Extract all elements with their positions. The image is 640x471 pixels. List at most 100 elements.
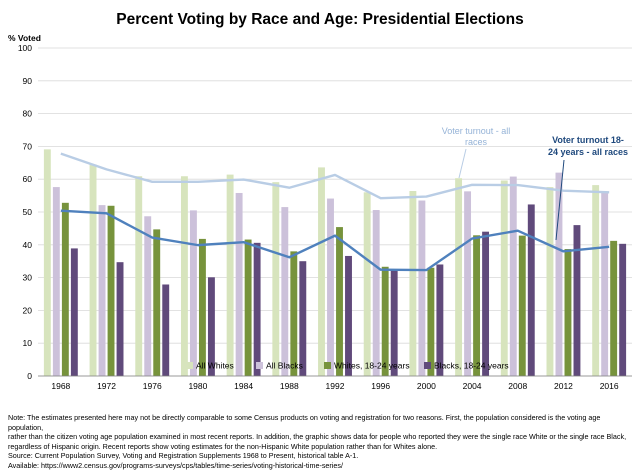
footnote-line-1: Note: The estimates presented here may n… — [8, 413, 601, 432]
x-tick-label: 1976 — [143, 381, 162, 391]
y-tick-label: 40 — [23, 240, 33, 250]
y-tick-label: 90 — [23, 76, 33, 86]
annotation-young-line-1: Voter turnout 18- — [552, 135, 624, 145]
x-tick-label: 2008 — [508, 381, 527, 391]
bar — [162, 284, 170, 376]
trend-line — [60, 209, 610, 272]
bar — [135, 176, 143, 376]
x-tick-label: 1980 — [188, 381, 207, 391]
trend-lines — [60, 152, 610, 272]
footnote-line-2: rather than the citizen voting age popul… — [8, 432, 627, 442]
bar — [464, 191, 472, 376]
y-tick-label: 80 — [23, 109, 33, 119]
bar — [518, 235, 526, 376]
bar — [189, 210, 197, 376]
bar — [482, 231, 490, 376]
y-tick-label: 30 — [23, 273, 33, 283]
x-tick-label: 1988 — [280, 381, 299, 391]
y-tick-label: 50 — [23, 207, 33, 217]
bar — [363, 192, 371, 376]
bar — [573, 225, 581, 376]
bar — [427, 267, 435, 376]
bar — [226, 174, 234, 376]
bar — [52, 187, 60, 376]
footnote-line-4: Source: Current Population Survey, Votin… — [8, 451, 359, 461]
bar — [601, 192, 609, 376]
bar — [272, 182, 280, 376]
bar — [153, 229, 161, 376]
bar — [527, 204, 535, 376]
annotation-all-races-line-2: races — [465, 137, 488, 147]
bar — [610, 240, 618, 376]
bar — [336, 227, 343, 376]
y-tick-label: 70 — [23, 141, 33, 151]
legend-swatch — [256, 362, 263, 369]
bar — [70, 248, 78, 376]
bar — [290, 251, 298, 376]
bars — [43, 149, 627, 376]
annotation-young-line-2: 24 years - all races — [548, 147, 628, 157]
bar — [281, 207, 289, 376]
legend: All Whites All Blacks Whites, 18-24 years B… — [186, 361, 509, 371]
y-tick-label: 60 — [23, 174, 33, 184]
bar — [89, 164, 97, 376]
legend-swatch — [324, 362, 331, 369]
bar — [509, 176, 517, 376]
annotation-young-pointer — [555, 159, 565, 241]
bar — [244, 239, 252, 376]
bar — [253, 242, 261, 376]
y-tick-label: 0 — [27, 371, 32, 381]
bar — [144, 216, 152, 376]
x-tick-label: 1972 — [97, 381, 116, 391]
x-tick-label: 1996 — [371, 381, 390, 391]
x-tick-label: 2000 — [417, 381, 436, 391]
bar — [98, 205, 106, 376]
bar — [473, 235, 481, 376]
bar — [418, 200, 426, 376]
bar — [546, 187, 554, 376]
bar — [180, 176, 188, 376]
legend-label: All Blacks — [266, 361, 303, 371]
trend-line — [60, 152, 610, 200]
bar — [564, 249, 572, 376]
bar — [107, 205, 115, 376]
bar — [555, 172, 563, 376]
annotation-all-races-line-1: Voter turnout - all — [442, 126, 511, 136]
legend-label: Blacks, 18-24 years — [434, 361, 509, 371]
x-tick-label: 1984 — [234, 381, 253, 391]
bar — [619, 243, 627, 376]
y-tick-label: 10 — [23, 338, 33, 348]
y-axis-label: % Voted — [8, 33, 41, 43]
bar — [592, 185, 600, 376]
bar — [43, 149, 51, 376]
bar — [207, 277, 215, 376]
x-tick-label: 1992 — [326, 381, 345, 391]
bar — [390, 269, 398, 376]
footnote: Note: The estimates presented here may n… — [8, 413, 634, 471]
legend-swatch — [186, 362, 193, 369]
annotation-all-races-pointer — [458, 148, 467, 179]
bar — [345, 255, 352, 376]
bar — [235, 192, 243, 376]
bar — [381, 266, 389, 376]
x-tick-label: 1968 — [51, 381, 70, 391]
bar — [327, 198, 334, 376]
legend-swatch — [424, 362, 431, 369]
footnote-line-5: Available: https://www2.census.gov/progr… — [8, 460, 344, 470]
legend-label: Whites, 18-24 years — [334, 361, 410, 371]
chart-title: Percent Voting by Race and Age: Presiden… — [116, 11, 523, 28]
bar — [409, 191, 417, 376]
legend-label: All Whites — [196, 361, 234, 371]
bar — [318, 167, 325, 376]
bar — [455, 178, 463, 376]
footnote-line-3: regardless of Hispanic origin. Recent re… — [8, 441, 438, 451]
x-tick-label: 2016 — [600, 381, 619, 391]
bar — [436, 264, 444, 376]
bar — [198, 238, 206, 376]
x-tick-label: 2012 — [554, 381, 573, 391]
y-tick-label: 20 — [23, 305, 33, 315]
axes: 1968 1972 1976 1980 1984 1988 1992 1996 2000 2004… — [38, 375, 632, 391]
bar — [500, 180, 508, 376]
bar — [116, 262, 124, 376]
